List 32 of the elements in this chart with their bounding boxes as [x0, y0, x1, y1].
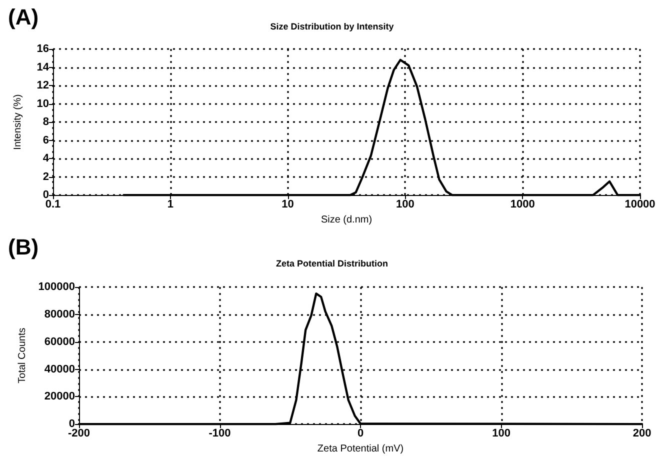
x-tick-label: 100 — [396, 198, 414, 211]
chart-title: Size Distribution by Intensity — [270, 22, 394, 32]
y-tick-label: 8 — [42, 116, 49, 128]
y-tick-label: 100000 — [38, 281, 75, 293]
x-tick-label: 1000 — [510, 198, 535, 211]
y-tick-label: 12 — [36, 80, 49, 92]
x-tick-label: 200 — [632, 428, 652, 440]
y-tick-label: 40000 — [44, 363, 75, 376]
y-tick-label: 20000 — [44, 390, 75, 403]
x-tick-label: 0 — [357, 428, 364, 440]
y-axis-title: Intensity (%) — [12, 94, 24, 150]
y-tick-label: 10 — [36, 98, 49, 110]
y-tick-label: 4 — [42, 152, 50, 165]
text: (A) — [8, 4, 39, 30]
y-tick-label: 2 — [42, 170, 49, 183]
y-tick-label: 80000 — [44, 308, 75, 320]
y-tick-label: 14 — [36, 61, 50, 74]
x-tick-label: 100 — [492, 428, 510, 440]
y-tick-label: 60000 — [44, 336, 75, 348]
chart-title: Zeta Potential Distribution — [276, 258, 388, 268]
x-tick-label: 1 — [167, 198, 174, 211]
x-tick-label: -200 — [68, 428, 90, 440]
y-tick-label: 16 — [36, 43, 49, 55]
x-axis-title: Size (d.nm) — [320, 214, 372, 226]
x-tick-label: 10 — [282, 198, 294, 211]
y-tick-label: 6 — [42, 134, 49, 146]
x-tick-label: 10000 — [624, 198, 656, 211]
text: (B) — [8, 234, 39, 260]
x-axis-title: Zeta Potential (mV) — [317, 444, 404, 454]
y-axis-title: Total Counts — [16, 328, 28, 384]
x-tick-label: 0.1 — [45, 198, 61, 211]
x-tick-label: -100 — [208, 428, 231, 440]
